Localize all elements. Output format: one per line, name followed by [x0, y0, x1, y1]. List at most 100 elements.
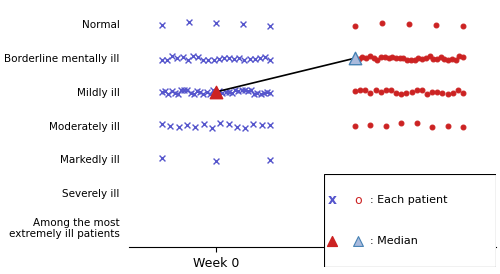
Point [158, 58, 166, 62]
Point [199, 57, 207, 62]
Point [184, 58, 192, 63]
Point [174, 55, 182, 60]
Point [459, 55, 467, 59]
Point [240, 58, 248, 62]
Point [225, 90, 233, 94]
Point [351, 24, 359, 28]
Point [220, 56, 228, 60]
Point [258, 122, 266, 127]
Point [260, 90, 268, 95]
Point [428, 125, 436, 129]
Point [408, 90, 416, 95]
Point [266, 57, 274, 62]
Point [224, 122, 232, 127]
Point [212, 91, 220, 95]
Point [164, 92, 172, 96]
Point [266, 24, 274, 28]
Point [244, 89, 252, 94]
Point [374, 58, 382, 62]
Point [452, 58, 460, 62]
Point [196, 90, 204, 94]
Point [459, 90, 467, 95]
Point [247, 88, 255, 92]
Point [206, 92, 214, 96]
Point [440, 57, 448, 62]
Point [168, 89, 175, 94]
Point [378, 21, 386, 25]
Point [382, 124, 390, 129]
Point [444, 92, 452, 96]
Point [161, 89, 169, 94]
Point [432, 23, 440, 27]
Point [414, 55, 422, 60]
Point [256, 56, 264, 61]
Point [194, 55, 202, 59]
Point [200, 92, 207, 96]
Point [240, 88, 248, 92]
Point [166, 124, 174, 129]
Point [354, 57, 362, 61]
Point [351, 123, 359, 128]
Point [208, 125, 216, 130]
Point [174, 92, 182, 96]
Point [158, 156, 166, 160]
Point [250, 92, 258, 96]
Point [254, 91, 262, 96]
Point [193, 89, 201, 93]
Point [266, 122, 274, 127]
Point [212, 159, 220, 164]
Point [372, 88, 380, 92]
Point [158, 23, 166, 27]
Point [189, 54, 197, 58]
Point [200, 122, 207, 126]
Point [433, 56, 441, 61]
Point [214, 57, 222, 61]
Point [210, 58, 218, 62]
Point [266, 158, 274, 162]
Point [163, 58, 171, 62]
Point [410, 58, 418, 62]
Point [362, 88, 370, 93]
Point [174, 124, 182, 129]
Point [377, 55, 385, 59]
Point [239, 22, 247, 26]
Point [185, 20, 193, 24]
Point [407, 58, 415, 62]
Point [351, 56, 359, 60]
Point [459, 124, 467, 129]
Point [250, 122, 258, 126]
Point [366, 91, 374, 96]
Point [448, 90, 456, 95]
Point [178, 55, 186, 59]
Point [370, 56, 378, 61]
Point [233, 125, 241, 129]
Point [438, 91, 446, 95]
Point [266, 91, 274, 95]
Point [382, 88, 390, 93]
Point [418, 57, 426, 61]
Point [366, 122, 374, 127]
Point [434, 90, 442, 95]
Point [225, 56, 233, 61]
Point [202, 90, 210, 94]
Point [238, 88, 246, 92]
Point [190, 92, 198, 96]
Point [444, 124, 452, 128]
Point [241, 126, 249, 130]
Point [384, 56, 392, 60]
Point [180, 87, 188, 92]
Point [168, 54, 176, 59]
Point [177, 88, 185, 92]
Point [351, 89, 359, 93]
Point [351, 57, 359, 61]
Point [398, 121, 406, 125]
Point [429, 57, 437, 62]
Point [381, 55, 389, 59]
Point [362, 55, 370, 60]
Point [212, 21, 220, 25]
Point [366, 54, 374, 59]
Point [158, 90, 166, 94]
Point [422, 56, 430, 60]
Point [396, 56, 404, 60]
Point [459, 24, 467, 29]
